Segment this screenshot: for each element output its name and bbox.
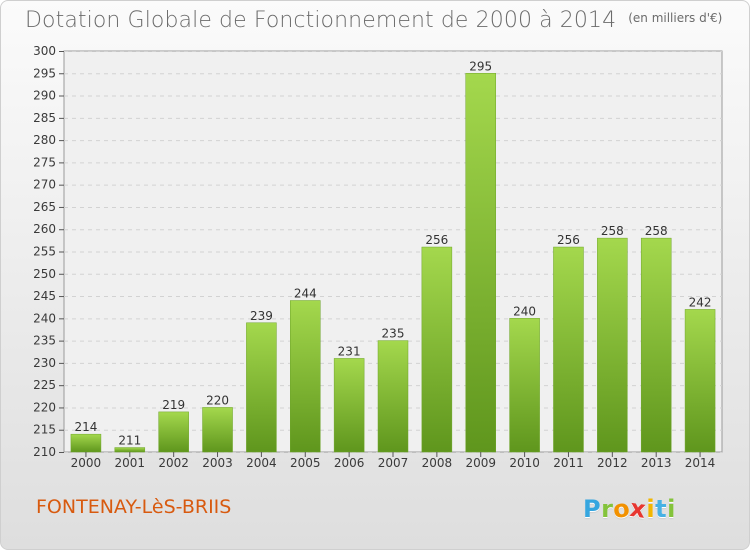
value-labels: 214 211 219 220 239 244 231 235 256 295 240 256 258 2… [74,59,711,447]
data-label-2012: 258 [601,224,624,238]
chart-title: Dotation Globale de Fonctionnement de 20… [25,8,617,33]
x-tick-label-2003: 2003 [202,456,233,470]
bar-2006 [333,358,365,453]
data-label-2000: 214 [74,420,97,434]
x-tick-label-2006: 2006 [334,456,365,470]
data-label-2003: 220 [206,393,229,407]
x-tick-label-2014: 2014 [685,456,716,470]
x-axis-labels: 2000 2001 2002 2003 2004 2005 2006 2007 2008 2009… [71,452,716,470]
data-label-2011: 256 [557,233,580,247]
x-tick-label-2007: 2007 [378,456,409,470]
bar-2014 [684,309,716,453]
x-tick-label-2002: 2002 [158,456,189,470]
y-tick-label: 285 [33,111,56,125]
bar-2000 [70,433,102,453]
y-tick-label: 255 [33,245,56,259]
data-label-2001: 211 [118,434,141,448]
y-tick-label: 300 [33,44,56,58]
bar-2007 [377,340,409,453]
data-label-2002: 219 [162,398,185,412]
x-tick-label-2009: 2009 [465,456,496,470]
bar-2008 [421,246,453,453]
y-tick-label: 225 [33,378,56,392]
data-label-2013: 258 [645,224,668,238]
data-label-2004: 239 [250,309,273,323]
y-tick-label: 230 [33,356,56,370]
bar-2011 [553,246,584,453]
x-tick-label-2013: 2013 [641,456,672,470]
bar-2002 [158,411,189,453]
x-tick-label-2012: 2012 [597,456,628,470]
x-tick-label-2001: 2001 [115,456,146,470]
y-tick-label: 245 [33,289,56,303]
y-tick-label: 220 [33,400,56,414]
logo-letter: t [655,495,668,523]
y-tick-label: 250 [33,267,56,281]
x-tick-label-2005: 2005 [290,456,321,470]
bar-2004 [246,322,277,453]
y-tick-label: 240 [33,311,56,325]
data-label-2005: 244 [294,287,317,301]
logo-letter: r [601,495,614,523]
y-tick-label: 280 [33,133,56,147]
bar-2001 [114,447,146,453]
y-tick-label: 265 [33,200,56,214]
logo-letter: P [583,495,602,523]
y-tick-label: 235 [33,334,56,348]
x-tick-label-2010: 2010 [509,456,540,470]
municipality-name: FONTENAY-LèS-BRIIS [36,496,232,518]
data-label-2009: 295 [469,59,492,73]
bar-series [70,73,716,453]
chart-subtitle: (en milliers d'€) [628,11,723,25]
data-label-2006: 231 [338,344,361,358]
x-tick-label-2011: 2011 [553,456,584,470]
bar-2009 [465,73,496,453]
x-tick-label-2008: 2008 [422,456,453,470]
logo-letter: x [628,494,649,524]
y-tick-label: 215 [33,423,56,437]
bar-2010 [509,318,540,453]
y-tick-label: 270 [33,178,56,192]
data-label-2014: 242 [689,295,712,309]
y-tick-label: 210 [33,445,56,459]
y-tick-label: 275 [33,155,56,169]
data-label-2010: 240 [513,304,536,318]
bar-2005 [290,300,321,453]
y-tick-label: 290 [33,89,56,103]
y-tick-label: 295 [33,66,56,80]
data-label-2007: 235 [382,327,405,341]
x-tick-label-2004: 2004 [246,456,277,470]
bar-2012 [597,237,628,453]
y-tick-label: 260 [33,222,56,236]
x-tick-label-2000: 2000 [71,456,102,470]
bar-2013 [640,237,672,453]
chart-header: Dotation Globale de Fonctionnement de 20… [25,8,722,33]
data-label-2008: 256 [425,233,448,247]
logo-letter: i [646,495,656,523]
y-axis: 210 215 220 225 230 235 240 245 250 255 260 265 270 2… [33,44,64,459]
bar-2003 [202,407,233,453]
logo-letter: i [667,495,676,523]
